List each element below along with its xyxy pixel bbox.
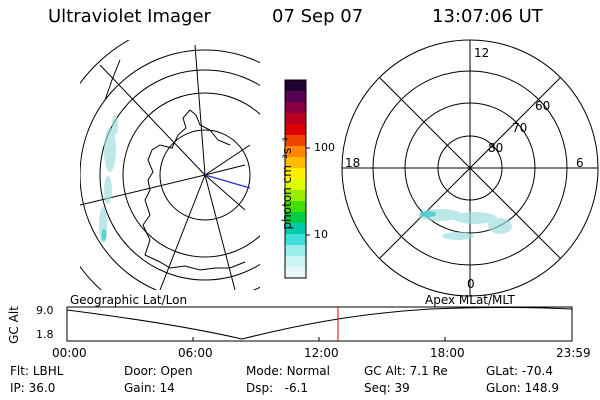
status-gain: Gain: 14	[124, 381, 175, 395]
meridian-line	[80, 174, 206, 206]
lat-circle	[99, 69, 260, 281]
mlat-label-70: 70	[512, 121, 528, 135]
geographic-map	[80, 40, 260, 290]
geographic-label: Geographic Lat/Lon	[70, 293, 188, 307]
colorbar-segment	[285, 102, 306, 114]
coastline	[104, 59, 121, 101]
meridian-line	[99, 64, 206, 176]
lat-circle	[122, 92, 260, 258]
coastline	[189, 109, 231, 146]
colorbar-segment	[285, 124, 306, 136]
altitude-x-tick: 18:00	[430, 346, 465, 360]
altitude-x-tick: 12:00	[304, 346, 339, 360]
aurora-emission	[99, 115, 118, 243]
colorbar-segment	[285, 234, 306, 246]
colorbar-segment	[285, 80, 306, 92]
status-gc-alt: GC Alt: 7.1 Re	[364, 364, 448, 378]
polar-spoke	[379, 77, 561, 259]
colorbar	[285, 80, 306, 279]
colorbar-segment	[285, 113, 306, 125]
mlt-label-0: 0	[467, 277, 475, 291]
altitude-plot-frame	[66, 306, 573, 342]
colorbar-segment	[285, 245, 306, 257]
instrument-title: Ultraviolet Imager	[48, 6, 211, 27]
meridian-line	[194, 44, 206, 176]
colorbar-segment	[285, 135, 306, 147]
apex-label: Apex MLat/MLT	[425, 293, 515, 307]
status-glon: GLon: 148.9	[486, 381, 559, 395]
altitude-ylabel: GC Alt	[7, 306, 21, 344]
time-label: 13:07:06 UT	[432, 6, 543, 27]
meridian-line	[204, 144, 251, 176]
terminator-line	[204, 174, 251, 189]
colorbar-frame	[284, 79, 307, 279]
altitude-x-tick: 23:59	[556, 346, 591, 360]
altitude-y-tick: 9.0	[36, 304, 54, 317]
status-glat: GLat: -70.4	[486, 364, 553, 378]
meridian-line	[204, 164, 246, 176]
meridian-line	[159, 174, 206, 290]
altitude-x-tick: 00:00	[52, 346, 87, 360]
colorbar-segment	[285, 212, 306, 224]
aurora-oval	[418, 209, 512, 240]
colorbar-segment	[285, 146, 306, 158]
status-filter: Flt: LBHL	[10, 364, 64, 378]
lat-circle	[159, 129, 251, 221]
mlt-label-18: 18	[345, 156, 361, 170]
mlat-label-60: 60	[535, 99, 551, 113]
colorbar-segment	[285, 91, 306, 103]
colorbar-segment	[285, 157, 306, 169]
altitude-x-tick: 06:00	[178, 346, 213, 360]
meridian-line	[204, 174, 236, 290]
colorbar-segment	[285, 179, 306, 191]
colorbar-segment	[285, 223, 306, 235]
mlt-label-12: 12	[474, 46, 490, 60]
colorbar-tick-label: 10	[314, 228, 328, 241]
lat-circle	[80, 49, 260, 290]
status-door: Door: Open	[124, 364, 193, 378]
colorbar-tick-label: 100	[314, 141, 335, 154]
polar-grid	[341, 39, 599, 297]
altitude-curve	[66, 307, 573, 340]
status-dsp: Dsp: -6.1	[246, 381, 309, 395]
status-seq: Seq: 39	[364, 381, 410, 395]
colorbar-segment	[285, 201, 306, 213]
mlat-label-80: 80	[488, 141, 504, 155]
colorbar-segment	[285, 267, 306, 279]
colorbar-segment	[285, 190, 306, 202]
colorbar-segment	[285, 168, 306, 180]
mlt-label-6: 6	[576, 156, 584, 170]
coastline	[142, 109, 246, 271]
meridian-line	[204, 174, 246, 211]
altitude-x-ticks	[66, 337, 573, 341]
status-ip: IP: 36.0	[10, 381, 56, 395]
status-mode: Mode: Normal	[246, 364, 330, 378]
colorbar-segment	[285, 256, 306, 268]
colorbar-unit-label: photon cm⁻²s⁻¹	[280, 136, 294, 230]
date-label: 07 Sep 07	[272, 6, 364, 27]
altitude-y-tick: 1.8	[36, 328, 54, 341]
